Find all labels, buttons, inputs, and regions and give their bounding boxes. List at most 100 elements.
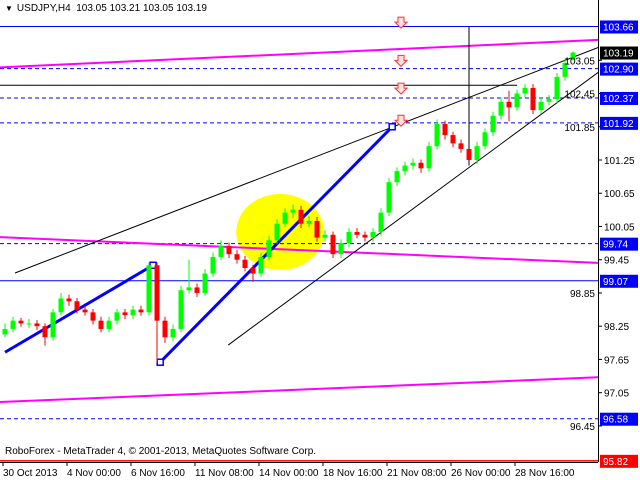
candle — [146, 262, 152, 316]
candle-body — [394, 171, 400, 183]
candle — [66, 294, 72, 306]
candle — [506, 90, 512, 122]
candle — [218, 240, 224, 261]
candle-body — [218, 245, 224, 257]
candle — [570, 51, 576, 61]
candle-body — [130, 309, 136, 316]
candle — [402, 161, 408, 175]
candle-body — [282, 212, 288, 224]
candle-body — [98, 320, 104, 329]
candle — [82, 305, 88, 316]
candle — [50, 309, 56, 341]
level-label: 95.82 — [603, 457, 628, 468]
down-arrow-icon — [393, 54, 409, 68]
triangle-down-icon[interactable]: ▼ — [5, 4, 13, 13]
symbol-label: USDJPY,H4 — [16, 3, 71, 14]
trendline-blue-wave-2 — [159, 125, 394, 364]
low-value: 103.05 — [142, 3, 174, 14]
candle — [130, 305, 136, 319]
level-label-box — [600, 237, 638, 251]
candle-body — [410, 162, 416, 166]
candle-body — [402, 165, 408, 172]
plot-area — [0, 16, 598, 462]
candle-body — [90, 312, 96, 321]
candle-body — [250, 268, 256, 274]
candle-body — [530, 87, 536, 111]
candle-body — [466, 148, 472, 160]
level-label-box — [600, 62, 638, 76]
candle — [346, 228, 352, 247]
candle — [498, 97, 504, 120]
candle — [138, 305, 144, 316]
candle-body — [306, 220, 312, 224]
trendline-magenta-lower — [0, 376, 598, 403]
candle — [442, 120, 448, 140]
candle-body — [114, 312, 120, 321]
candle — [234, 250, 240, 264]
level-label: 99.74 — [603, 240, 628, 251]
candle-body — [202, 273, 208, 293]
level-label-box — [600, 20, 638, 34]
candle-body — [498, 101, 504, 116]
candle — [122, 309, 128, 319]
level-label-box — [600, 91, 638, 105]
x-tick-label: 18 Nov 16:00 — [323, 468, 383, 479]
current-price-label: 103.19 — [603, 49, 634, 60]
candle — [426, 141, 432, 172]
candle — [178, 285, 184, 333]
y-tick-label: 101.85 — [564, 123, 595, 134]
candle-body — [210, 256, 216, 274]
candle-body — [266, 240, 272, 257]
candle-body — [106, 320, 112, 329]
candle-body — [2, 328, 8, 335]
y-tick-label: 98.85 — [570, 289, 595, 300]
y-tick-label: 102.45 — [564, 90, 595, 101]
down-arrow-icon — [393, 82, 409, 95]
trendline-channel-lower — [227, 71, 598, 346]
candle — [410, 158, 416, 170]
candle-body — [506, 101, 512, 108]
candle — [250, 264, 256, 282]
level-label: 102.90 — [603, 65, 634, 76]
level-label: 102.37 — [603, 94, 634, 105]
y-tick-label: 101.25 — [604, 156, 635, 167]
candle-body — [546, 99, 552, 102]
level-label: 101.92 — [603, 119, 634, 130]
level-label-box — [600, 274, 638, 288]
candle — [194, 283, 200, 297]
candle — [10, 316, 16, 333]
y-tick-label: 97.65 — [604, 355, 629, 366]
candle — [466, 26, 472, 166]
candle-body — [482, 132, 488, 147]
candle — [242, 255, 248, 272]
y-tick-label: 98.25 — [604, 322, 629, 333]
chart-header: ▼ USDJPY,H4 103.05 103.21 103.05 103.19 — [5, 3, 207, 14]
candle-body — [514, 93, 520, 108]
candle-body — [274, 223, 280, 241]
candle-body — [330, 234, 336, 255]
candle-body — [522, 87, 528, 94]
candle-body — [354, 232, 360, 235]
candle — [298, 205, 304, 229]
candle — [354, 228, 360, 239]
y-tick-label: 100.05 — [604, 222, 635, 233]
x-tick-label: 14 Nov 00:00 — [259, 468, 319, 479]
candle-body — [162, 320, 168, 338]
x-tick-label: 21 Nov 08:00 — [387, 468, 447, 479]
candle-body — [474, 146, 480, 160]
level-label-box — [600, 454, 638, 468]
candle — [2, 323, 8, 338]
candle-body — [298, 209, 304, 224]
x-tick-label: 11 Nov 08:00 — [195, 468, 254, 479]
candle — [306, 215, 312, 228]
y-tick-label: 96.45 — [570, 422, 595, 433]
down-arrow-icon — [393, 114, 409, 127]
candle-body — [562, 63, 568, 77]
candle — [514, 89, 520, 111]
level-label-box — [600, 412, 638, 426]
candle-body — [386, 182, 392, 213]
candle — [530, 84, 536, 115]
x-tick-label: 26 Nov 00:00 — [451, 468, 511, 479]
trendline-magenta-upper — [0, 38, 598, 69]
